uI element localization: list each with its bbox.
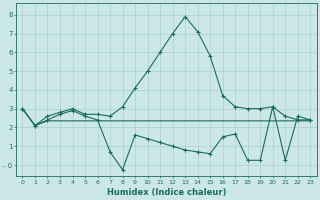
X-axis label: Humidex (Indice chaleur): Humidex (Indice chaleur) [107,188,226,197]
